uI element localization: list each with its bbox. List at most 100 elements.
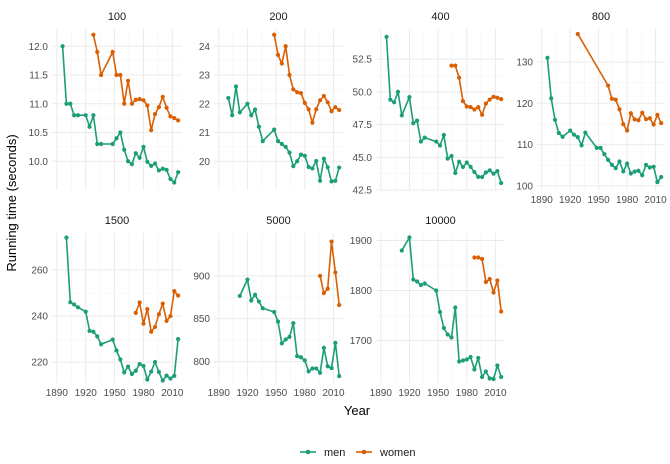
facet-100-title: 100 [108, 11, 126, 23]
facet-400-women-point [487, 97, 492, 102]
facet-200-women-point [317, 98, 323, 103]
facet-200-men-point [245, 101, 250, 106]
facet-5000-men-point [279, 341, 284, 346]
facet-100-men-point [72, 113, 77, 118]
facet-800-men-point [579, 143, 584, 148]
facet-200-women-point [329, 109, 334, 114]
facet-200-men-point [283, 144, 288, 149]
facet-400-women-point [491, 94, 496, 99]
facet-100-men-point [129, 162, 135, 167]
facet-100-men-point [172, 180, 177, 185]
facet-1500-women-point [172, 289, 177, 294]
facet-400-men-point [479, 174, 485, 180]
facet-1500-men-point [172, 373, 177, 378]
legend-men-key-point [305, 449, 311, 455]
facet-1500-women-point [149, 329, 154, 334]
facet-200-women-point [337, 107, 342, 113]
facet-800-women-point [651, 122, 656, 127]
facet-10000-women-point [495, 278, 500, 283]
facet-800-men-point [624, 161, 630, 166]
facet-1500-men-point [168, 376, 173, 381]
facet-200-y-tick-label: 21 [199, 128, 211, 139]
facet-5000-men-point [256, 299, 262, 304]
facet-400-y-tick-label: 45.0 [353, 153, 373, 164]
facet-1500-women-point [160, 301, 165, 306]
facet-800-men-point [575, 135, 580, 140]
facet-800-men-point [583, 130, 588, 135]
facet-10000-x-tick-label: 1920 [398, 388, 421, 399]
facet-400-men-point [395, 89, 401, 94]
facet-400-men-point [418, 139, 424, 144]
facet-400-y-tick-label: 52.5 [353, 55, 373, 66]
facet-200-men-point [275, 139, 281, 144]
facet-400-men-point [495, 169, 500, 174]
facet-800-women-point [632, 117, 637, 122]
facet-400-men-point [487, 168, 492, 173]
facet-5000-men-point [291, 321, 296, 326]
facet-400-men-point [437, 143, 443, 148]
y-axis-title: Running time (seconds) [4, 134, 19, 271]
facet-400-men-point [445, 156, 450, 161]
facet-100-men-point [87, 124, 92, 129]
facet-100-women-point [172, 116, 177, 121]
facet-5000-men-point [321, 345, 326, 350]
facet-5000-women-point [321, 290, 326, 296]
facet-10000-women-point [487, 276, 492, 282]
facet-100-men-point [145, 159, 150, 164]
facet-200-women-point [275, 52, 281, 57]
facet-400-men-point [468, 164, 473, 169]
facet-5000-x-tick-label: 1980 [294, 388, 317, 399]
facet-5000-men-point [310, 366, 315, 371]
facet-800-men-point [628, 171, 633, 176]
facet-10000-men-point [460, 358, 466, 363]
facet-100-men-point [91, 113, 96, 118]
facet-400-men-point [499, 180, 504, 186]
facet-200-men-point [237, 110, 242, 115]
facet-panels: 10010.010.511.011.512.020020212223244004… [29, 11, 668, 399]
facet-800-men-point [632, 169, 637, 174]
facet-200-y-tick-label: 23 [199, 71, 211, 82]
facet-800-women-point [628, 111, 633, 116]
facet-100-women-point [118, 72, 123, 78]
facet-1500-women-point [176, 293, 181, 298]
facet-10000-title: 10000 [425, 215, 456, 227]
facet-800-women-point [617, 107, 622, 112]
facet-400-women-point [483, 101, 488, 106]
facet-100-y-tick-label: 11.5 [29, 71, 48, 82]
facet-800-title: 800 [592, 11, 610, 23]
facet-5000-men-point [302, 358, 307, 363]
facet-800-women-point [643, 117, 649, 122]
facet-1500-women-point [156, 312, 161, 317]
facet-10000-women-point [472, 255, 477, 260]
facet-200-men-point [260, 139, 265, 144]
facet-5000-men-point [306, 369, 311, 374]
facet-100-women-point [145, 103, 150, 108]
facet-800-men-point [655, 180, 660, 185]
legend-men-label: men [324, 447, 345, 459]
facet-100-men-point [83, 113, 88, 118]
legend-women-label: women [379, 447, 415, 459]
facet-800-women-point [609, 96, 615, 101]
facet-100-women-point [176, 118, 181, 123]
facet-100-women-line [92, 34, 179, 131]
facet-1500-women-point [168, 313, 173, 319]
facet-5000-women-point [337, 302, 342, 308]
facet-800-women-point [655, 112, 660, 117]
facet-400-y-tick-label: 47.5 [353, 120, 373, 131]
facet-100-men-point [110, 141, 115, 147]
facet-800-x-tick-label: 1890 [531, 195, 554, 206]
facet-400-men-point [483, 170, 488, 175]
facet-400-y-tick-label: 42.5 [353, 186, 373, 197]
facet-800-women-point [659, 121, 664, 126]
facet-100-men-point [149, 163, 154, 168]
facet-800-men-point [549, 96, 554, 101]
facet-200: 200 20 21 22 23 24 [199, 11, 343, 190]
facet-5000-women-point [317, 273, 323, 278]
facet-200-men-point [233, 84, 239, 89]
facet-800-men-point [545, 55, 550, 60]
facet-200-men-point [337, 165, 342, 170]
facet-1500-men-point [91, 329, 96, 334]
facet-200-men-point [256, 124, 262, 129]
facet-1500-x-tick-label: 2010 [161, 388, 184, 399]
facet-1500-men-point [149, 369, 154, 374]
